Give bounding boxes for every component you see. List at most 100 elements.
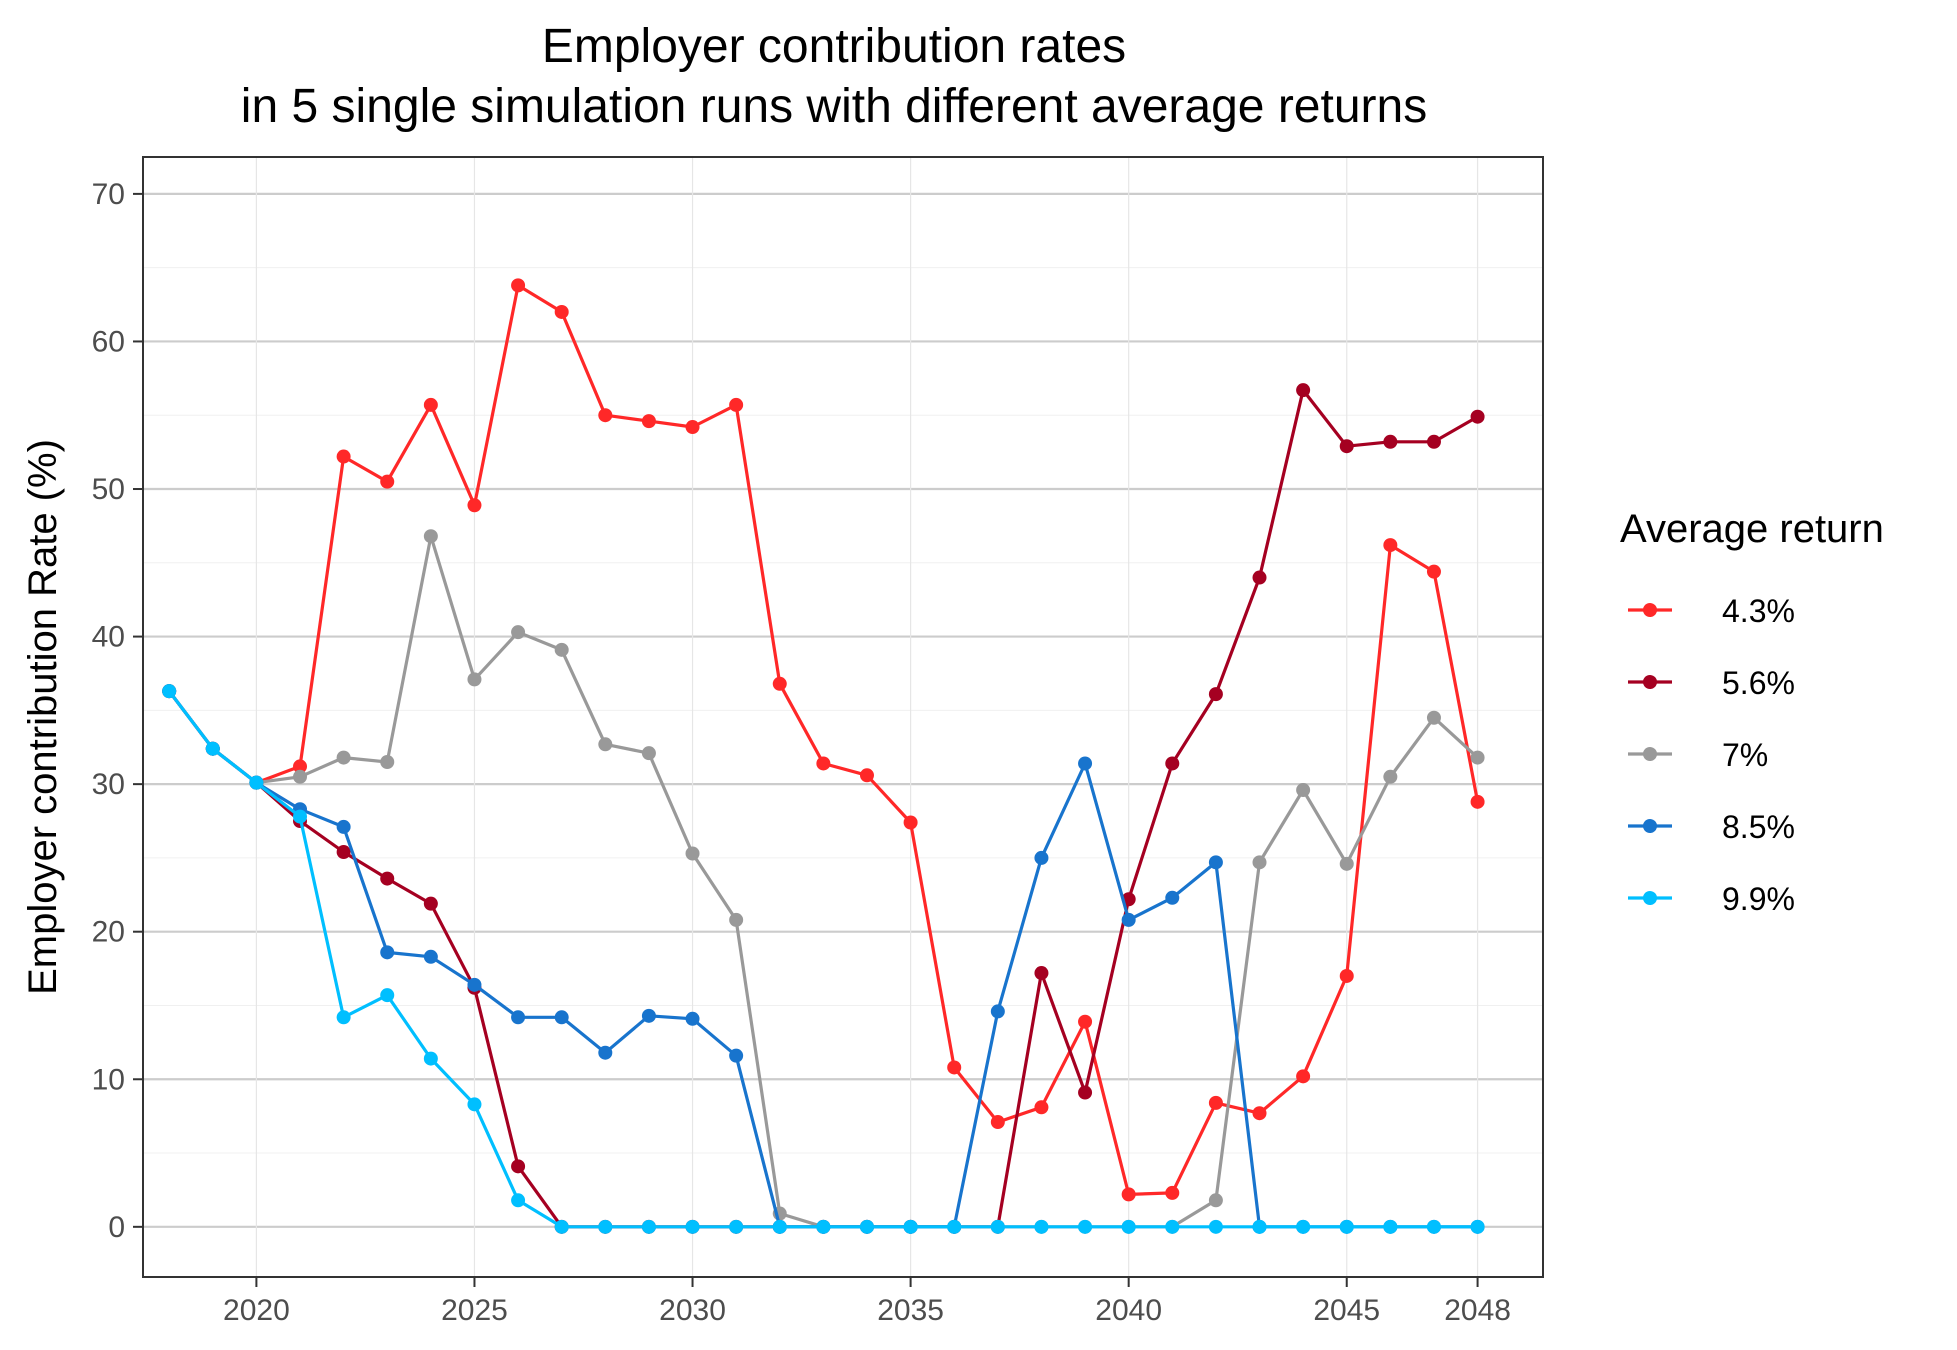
legend-item: 7% — [1628, 737, 1768, 773]
y-tick-label: 30 — [92, 768, 125, 801]
data-point — [554, 642, 569, 657]
data-point — [990, 1115, 1005, 1130]
data-point — [816, 1219, 831, 1234]
data-point — [1165, 756, 1180, 771]
legend-item: 8.5% — [1628, 809, 1795, 845]
data-point — [1208, 1095, 1223, 1110]
data-point — [380, 474, 395, 489]
grid-lines — [143, 157, 1543, 1277]
x-tick-label: 2048 — [1444, 1294, 1511, 1327]
data-point — [511, 1159, 526, 1174]
data-point — [859, 1219, 874, 1234]
y-tick-label: 60 — [92, 325, 125, 358]
data-point — [336, 845, 351, 860]
legend-label: 7% — [1722, 737, 1768, 773]
data-point — [729, 397, 744, 412]
data-point — [1165, 1185, 1180, 1200]
data-point — [1252, 855, 1267, 870]
x-tick-label: 2035 — [877, 1294, 944, 1327]
data-point — [1339, 439, 1354, 454]
data-point — [1296, 1069, 1311, 1084]
data-point — [511, 1193, 526, 1208]
legend-label: 4.3% — [1722, 593, 1795, 629]
legend-item: 9.9% — [1628, 881, 1795, 917]
data-point — [1252, 1219, 1267, 1234]
data-point — [1121, 912, 1136, 927]
data-point — [990, 1004, 1005, 1019]
data-point — [729, 1048, 744, 1063]
data-point — [1165, 890, 1180, 905]
data-point — [1296, 1219, 1311, 1234]
data-point — [1383, 538, 1398, 553]
data-point — [249, 775, 264, 790]
legend-key-point — [1643, 747, 1657, 761]
data-point — [293, 809, 308, 824]
data-point — [1208, 687, 1223, 702]
data-point — [1470, 750, 1485, 765]
data-point — [903, 815, 918, 830]
legend-key-point — [1643, 819, 1657, 833]
data-point — [1339, 968, 1354, 983]
data-point — [162, 684, 177, 699]
data-point — [1208, 1219, 1223, 1234]
data-point — [1078, 1014, 1093, 1029]
data-point — [1426, 434, 1441, 449]
data-point — [380, 755, 395, 770]
data-point — [685, 420, 700, 435]
data-point — [423, 397, 438, 412]
data-point — [205, 741, 220, 756]
data-point — [1078, 756, 1093, 771]
data-point — [1034, 966, 1049, 981]
data-point — [1470, 1219, 1485, 1234]
series-lines — [162, 278, 1485, 1234]
data-point — [641, 1219, 656, 1234]
data-point — [816, 756, 831, 771]
data-point — [336, 449, 351, 464]
y-tick-label: 10 — [92, 1063, 125, 1096]
data-point — [729, 912, 744, 927]
data-point — [598, 1045, 613, 1060]
data-point — [467, 672, 482, 687]
data-point — [1426, 564, 1441, 579]
data-point — [1426, 710, 1441, 725]
y-axis-title: Employer contribution Rate (%) — [21, 439, 65, 995]
data-point — [685, 1219, 700, 1234]
y-tick-label: 40 — [92, 621, 125, 654]
data-point — [598, 1219, 613, 1234]
data-point — [511, 1010, 526, 1025]
data-point — [336, 819, 351, 834]
chart-title: Employer contribution rates — [542, 20, 1126, 73]
data-point — [380, 945, 395, 960]
data-point — [511, 625, 526, 640]
data-point — [293, 769, 308, 784]
data-point — [641, 414, 656, 429]
data-point — [685, 1011, 700, 1026]
data-point — [859, 768, 874, 783]
y-tick-label: 70 — [92, 178, 125, 211]
data-point — [1383, 434, 1398, 449]
legend-key-point — [1643, 603, 1657, 617]
legend-label: 8.5% — [1722, 809, 1795, 845]
data-point — [947, 1060, 962, 1075]
data-point — [1470, 794, 1485, 809]
legend-key-point — [1643, 891, 1657, 905]
data-point — [641, 746, 656, 761]
data-point — [336, 1010, 351, 1025]
data-point — [1296, 783, 1311, 798]
data-point — [772, 676, 787, 691]
data-point — [1470, 409, 1485, 424]
data-point — [641, 1008, 656, 1023]
data-point — [1339, 1219, 1354, 1234]
data-point — [423, 896, 438, 911]
x-tick-label: 2040 — [1095, 1294, 1162, 1327]
data-point — [554, 304, 569, 319]
data-point — [990, 1219, 1005, 1234]
data-point — [729, 1219, 744, 1234]
plot-background — [143, 157, 1543, 1277]
y-tick-label: 50 — [92, 473, 125, 506]
data-point — [1034, 850, 1049, 865]
data-point — [467, 977, 482, 992]
legend-item: 5.6% — [1628, 665, 1795, 701]
